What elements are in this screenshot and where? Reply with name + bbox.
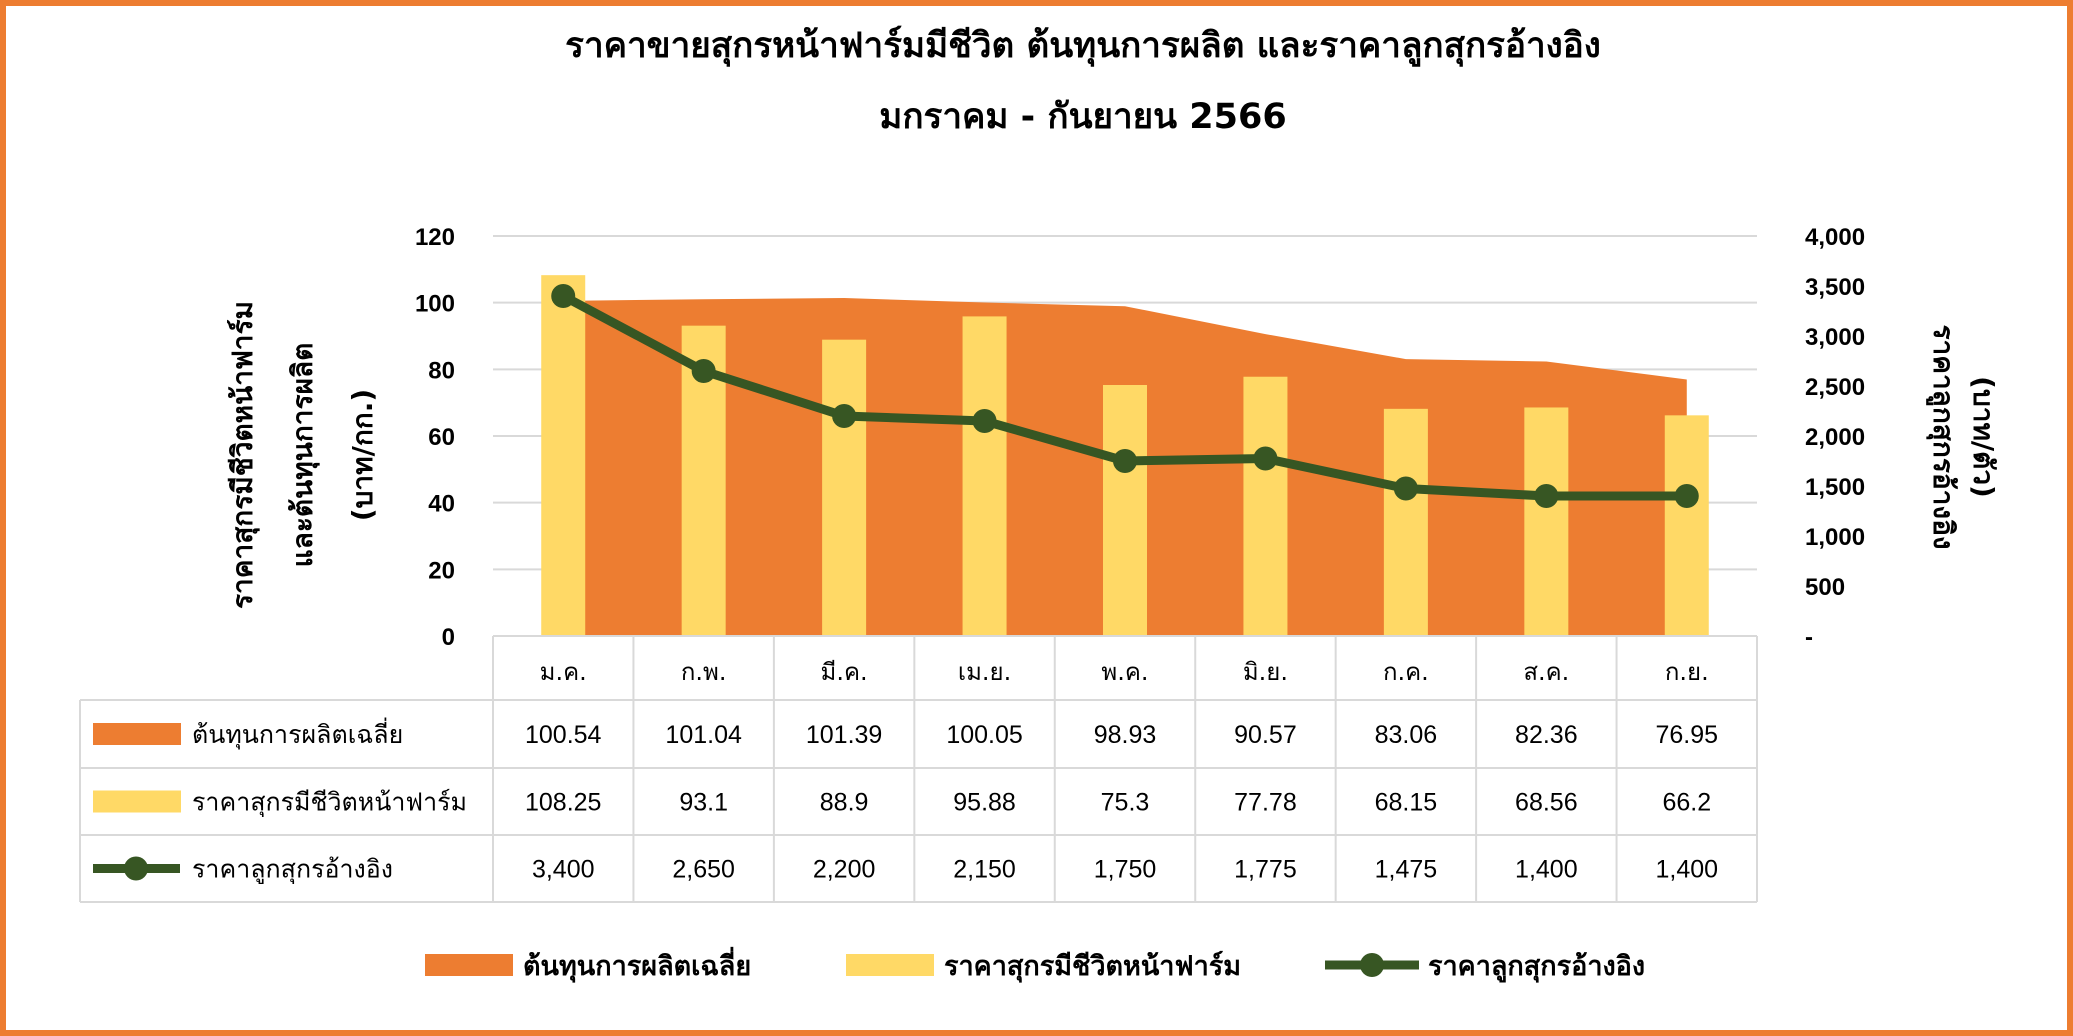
line-point-piglet-price [832, 404, 857, 428]
table-cell: 108.25 [525, 789, 601, 817]
right-tick-label: 500 [1805, 574, 1845, 601]
line-series-layer [551, 284, 1699, 508]
left-tick-label: 0 [442, 624, 455, 651]
category-label: มิ.ย. [1243, 658, 1288, 686]
category-label: เม.ย. [958, 658, 1011, 686]
chart-title: ราคาขายสุกรหน้าฟาร์มมีชีวิต ต้นทุนการผลิ… [565, 25, 1601, 67]
table-cell: 100.05 [946, 721, 1022, 749]
left-axis-label-line2: และต้นทุนการผลิต [286, 343, 320, 568]
data-table: ม.ค. ก.พ. มี.ค. เม.ย. พ.ค. มิ.ย. ก.ค. ส.ค. ก.ย. ต… [79, 635, 1758, 903]
table-cell: 77.78 [1234, 789, 1297, 817]
table-cell: 1,750 [1094, 856, 1157, 884]
table-cell: 98.93 [1094, 721, 1157, 749]
legend-label: ราคาลูกสุกรอ้างอิง [1428, 951, 1645, 983]
table-cell: 68.15 [1375, 789, 1438, 817]
bar-farm-price [822, 339, 867, 636]
line-point-piglet-price [1113, 449, 1137, 473]
legend-label: ราคาสุกรมีชีวิตหน้าฟาร์ม [944, 950, 1241, 983]
left-tick-label: 40 [428, 491, 455, 518]
right-axis-label: ราคาลูกสุกรอ้างอิง (บาท/ตัว) [1926, 324, 2000, 549]
table-row-label: ราคาสุกรมีชีวิตหน้าฟาร์ม [192, 788, 467, 818]
right-axis-label-line2: (บาท/ตัว) [1967, 376, 2000, 498]
table-cell: 101.39 [806, 721, 882, 749]
table-cell: 95.88 [953, 789, 1016, 817]
category-label: พ.ค. [1101, 658, 1148, 686]
category-label: มี.ค. [821, 658, 868, 686]
right-axis-label-line1: ราคาลูกสุกรอ้างอิง [1926, 324, 1960, 549]
legend: ต้นทุนการผลิตเฉลี่ย ราคาสุกรมีชีวิตหน้าฟา… [425, 946, 1645, 983]
left-tick-label: 120 [415, 224, 455, 251]
right-tick-label: 4,000 [1805, 224, 1865, 251]
category-label: ก.พ. [681, 658, 727, 686]
table-cell: 100.54 [525, 721, 602, 749]
right-tick-label: 1,500 [1805, 474, 1865, 501]
table-row-label: ราคาลูกสุกรอ้างอิง [192, 855, 393, 885]
right-tick-label: 3,500 [1805, 274, 1865, 301]
bar-farm-price [1103, 385, 1147, 636]
table-cell: 2,650 [672, 856, 735, 884]
table-cell: 88.9 [820, 789, 869, 817]
table-cell: 76.95 [1655, 721, 1718, 749]
right-tick-label: - [1805, 624, 1813, 651]
table-cell: 68.56 [1515, 789, 1578, 817]
table-cell: 82.36 [1515, 721, 1578, 749]
line-point-piglet-price [1674, 484, 1699, 508]
line-point-piglet-price [1534, 484, 1559, 508]
line-point-piglet-price [551, 284, 576, 308]
left-axis-label-line3: (บาท/กก.) [346, 389, 379, 521]
legend-swatch [425, 954, 513, 976]
right-tick-label: 3,000 [1805, 324, 1865, 351]
line-point-piglet-price [972, 409, 997, 433]
bar-series-layer [541, 275, 1709, 636]
line-point-piglet-price [1253, 446, 1278, 471]
table-cell: 66.2 [1662, 789, 1711, 817]
category-label: ม.ค. [540, 658, 587, 686]
left-axis-ticks: 0 20 40 60 80 100 120 [415, 224, 455, 651]
bar-farm-price [1524, 407, 1569, 636]
table-cell: 75.3 [1101, 789, 1150, 817]
right-tick-label: 2,000 [1805, 424, 1865, 451]
bar-farm-price [1243, 376, 1288, 636]
table-swatch [93, 723, 181, 745]
table-cell: 2,200 [813, 856, 876, 884]
table-cell: 2,150 [953, 856, 1016, 884]
table-cell: 90.57 [1234, 721, 1297, 749]
line-point-piglet-price [691, 359, 716, 383]
table-cell: 1,775 [1234, 856, 1297, 884]
category-label: ส.ค. [1523, 658, 1569, 686]
left-tick-label: 60 [428, 424, 455, 451]
table-cell: 3,400 [532, 856, 595, 884]
legend-swatch-marker [1360, 953, 1384, 977]
category-label: ก.ค. [1383, 658, 1429, 686]
left-tick-label: 80 [428, 357, 455, 384]
table-cell: 93.1 [679, 789, 728, 817]
chart-subtitle: มกราคม - กันยายน 2566 [879, 97, 1286, 137]
line-point-piglet-price [1393, 476, 1418, 501]
bar-farm-price [1664, 415, 1709, 636]
table-cell: 101.04 [665, 721, 742, 749]
left-tick-label: 100 [415, 291, 455, 318]
category-label: ก.ย. [1665, 658, 1709, 686]
bar-farm-price [541, 275, 586, 636]
table-cell: 1,400 [1515, 856, 1578, 884]
right-tick-label: 1,000 [1805, 524, 1865, 551]
left-axis-label: ราคาสุกรมีชีวิตหน้าฟาร์ม และต้นทุนการผลิ… [226, 301, 379, 609]
table-cell: 83.06 [1375, 721, 1438, 749]
left-tick-label: 20 [428, 557, 455, 584]
table-row-label: ต้นทุนการผลิตเฉลี่ย [192, 717, 403, 750]
legend-label: ต้นทุนการผลิตเฉลี่ย [523, 946, 751, 983]
table-cell: 1,400 [1655, 856, 1718, 884]
table-swatch-marker [124, 856, 148, 881]
legend-swatch [846, 954, 934, 976]
bar-farm-price [1383, 408, 1428, 636]
left-axis-label-line1: ราคาสุกรมีชีวิตหน้าฟาร์ม [226, 301, 260, 609]
bar-farm-price [962, 316, 1007, 636]
right-axis-ticks: - 500 1,000 1,500 2,000 2,500 3,000 3,500 4,000 [1805, 224, 1865, 651]
table-cell: 1,475 [1375, 856, 1438, 884]
table-swatch [93, 790, 181, 813]
right-tick-label: 2,500 [1805, 374, 1865, 401]
